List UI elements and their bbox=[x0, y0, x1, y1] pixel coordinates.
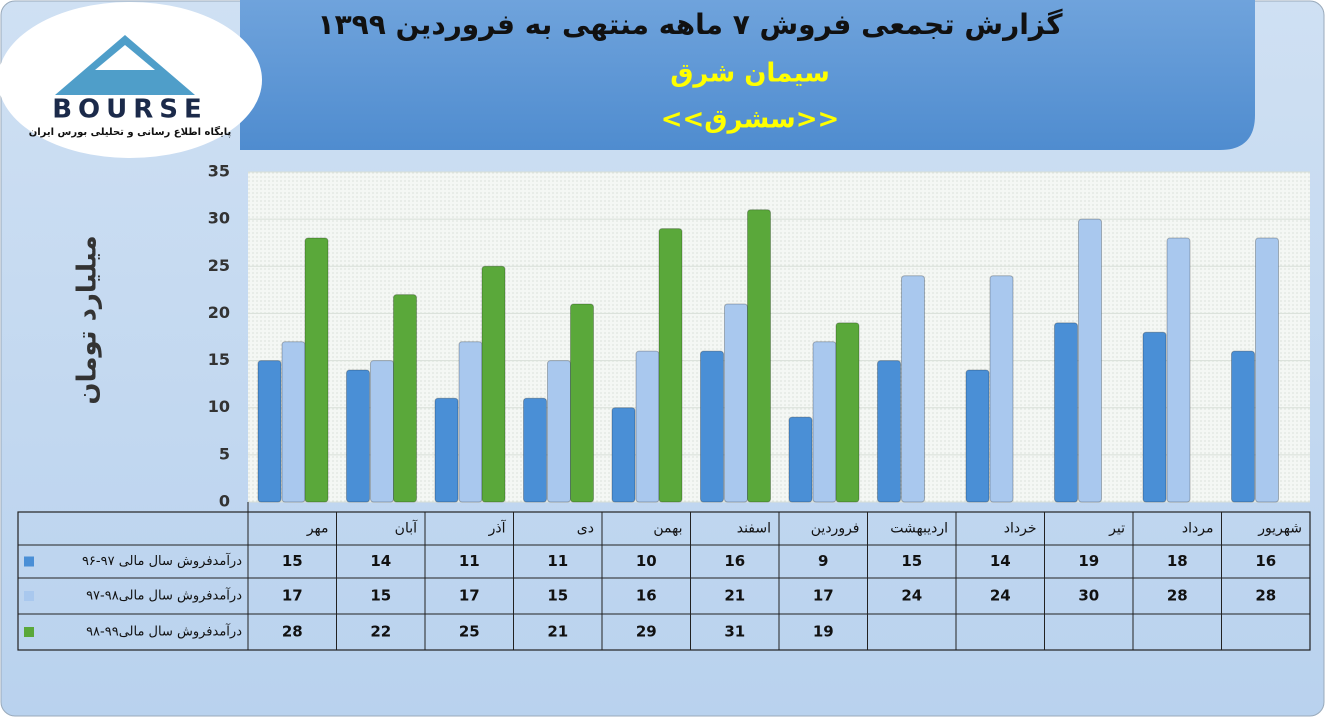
data-label: 31 bbox=[724, 623, 745, 641]
bar bbox=[570, 303, 594, 503]
x-tick-label: آذر bbox=[488, 520, 507, 537]
y-tick-label: 25 bbox=[208, 256, 230, 275]
data-label: 15 bbox=[547, 587, 568, 605]
data-label: 17 bbox=[282, 587, 303, 605]
data-label: 19 bbox=[1078, 552, 1099, 570]
data-label: 28 bbox=[1255, 587, 1276, 605]
logo-shape bbox=[95, 45, 155, 70]
y-tick-label: 15 bbox=[208, 350, 230, 369]
bar bbox=[1231, 350, 1255, 503]
legend-swatch bbox=[24, 556, 34, 567]
data-label: 16 bbox=[1255, 552, 1276, 570]
plot-area bbox=[248, 172, 1310, 502]
y-tick-label: 10 bbox=[208, 397, 230, 416]
data-label: 16 bbox=[636, 587, 657, 605]
data-label: 15 bbox=[901, 552, 922, 570]
bar bbox=[901, 275, 925, 503]
legend-swatch bbox=[24, 627, 34, 637]
y-tick-label: 20 bbox=[208, 303, 230, 322]
legend-swatch bbox=[24, 591, 34, 601]
x-tick-label: بهمن bbox=[653, 521, 682, 537]
bar bbox=[635, 350, 660, 503]
x-tick-label: فروردین bbox=[811, 521, 860, 537]
bar bbox=[481, 265, 506, 503]
data-label: 11 bbox=[547, 552, 568, 570]
bar bbox=[835, 322, 860, 503]
bar bbox=[1142, 331, 1167, 503]
chart-subtitle: سیمان شرق bbox=[670, 59, 830, 89]
bar bbox=[1166, 237, 1191, 503]
symbol: <<سشرق>> bbox=[661, 105, 840, 135]
bar bbox=[547, 360, 571, 503]
data-label: 24 bbox=[990, 587, 1011, 605]
x-tick-label: اردیبهشت bbox=[890, 521, 948, 537]
bar bbox=[724, 303, 748, 503]
data-label: 9 bbox=[818, 552, 828, 570]
bar bbox=[1255, 237, 1279, 503]
x-tick-label: مهر bbox=[306, 521, 329, 537]
data-label: 28 bbox=[1167, 587, 1188, 605]
bar bbox=[523, 397, 547, 503]
bar bbox=[1054, 322, 1078, 503]
bar bbox=[393, 294, 417, 503]
bar bbox=[747, 209, 771, 503]
bar bbox=[346, 369, 370, 503]
data-label: 28 bbox=[282, 623, 303, 641]
legend-label: درآمدفروش سال مالی۹۹-۹۸ bbox=[86, 623, 242, 640]
x-tick-label: شهریور bbox=[1257, 521, 1302, 537]
bar bbox=[658, 228, 683, 503]
y-tick-label: 30 bbox=[208, 209, 230, 228]
data-label: 21 bbox=[547, 623, 568, 641]
chart-title: گزارش تجمعی فروش ۷ ماهه منتهی به فروردین… bbox=[318, 8, 1064, 41]
legend-label: درآمدفروش سال مالی۹۸-۹۷ bbox=[86, 587, 242, 604]
x-tick-label: مرداد bbox=[1182, 521, 1214, 537]
bar bbox=[965, 369, 990, 503]
logo-text: BOURSE bbox=[52, 95, 208, 125]
y-tick-label: 5 bbox=[219, 444, 230, 463]
data-label: 16 bbox=[724, 552, 745, 570]
x-tick-label: تیر bbox=[1108, 521, 1125, 537]
bar bbox=[989, 275, 1014, 503]
data-label: 19 bbox=[813, 623, 834, 641]
y-tick-label: 0 bbox=[219, 492, 230, 511]
data-label: 24 bbox=[901, 587, 922, 605]
data-label: 11 bbox=[459, 552, 480, 570]
data-label: 10 bbox=[636, 552, 657, 570]
bar bbox=[434, 397, 459, 503]
data-label: 29 bbox=[636, 623, 657, 641]
x-tick-label: آبان bbox=[395, 520, 418, 537]
x-tick-label: اسفند bbox=[737, 521, 771, 537]
bar bbox=[877, 360, 901, 503]
bar bbox=[1078, 218, 1102, 503]
data-label: 22 bbox=[370, 623, 391, 641]
x-tick-label: خرداد bbox=[1004, 521, 1037, 537]
y-tick-label: 35 bbox=[208, 162, 230, 181]
bar bbox=[611, 407, 636, 503]
legend-label: درآمدفروش سال مالی ۹۷-۹۶ bbox=[82, 552, 242, 569]
data-label: 17 bbox=[813, 587, 834, 605]
data-label: 21 bbox=[724, 587, 745, 605]
bar bbox=[700, 350, 724, 503]
bar bbox=[281, 341, 306, 503]
bar bbox=[788, 416, 813, 503]
data-label: 14 bbox=[990, 552, 1011, 570]
data-label: 15 bbox=[370, 587, 391, 605]
data-label: 25 bbox=[459, 623, 480, 641]
bar bbox=[304, 237, 329, 503]
data-label: 14 bbox=[370, 552, 391, 570]
header-banner bbox=[240, 0, 1255, 150]
bar bbox=[370, 360, 394, 503]
bar bbox=[257, 360, 282, 503]
x-tick-label: دی bbox=[577, 521, 594, 537]
data-label: 15 bbox=[282, 552, 303, 570]
y-axis-label: میلیارد تومان bbox=[73, 235, 103, 404]
data-label: 18 bbox=[1167, 552, 1188, 570]
bar bbox=[812, 341, 837, 503]
data-label: 17 bbox=[459, 587, 480, 605]
logo-caption: پایگاه اطلاع رسانی و تحلیلی بورس ایران bbox=[29, 125, 232, 138]
data-label: 30 bbox=[1078, 587, 1099, 605]
bar bbox=[458, 341, 483, 503]
